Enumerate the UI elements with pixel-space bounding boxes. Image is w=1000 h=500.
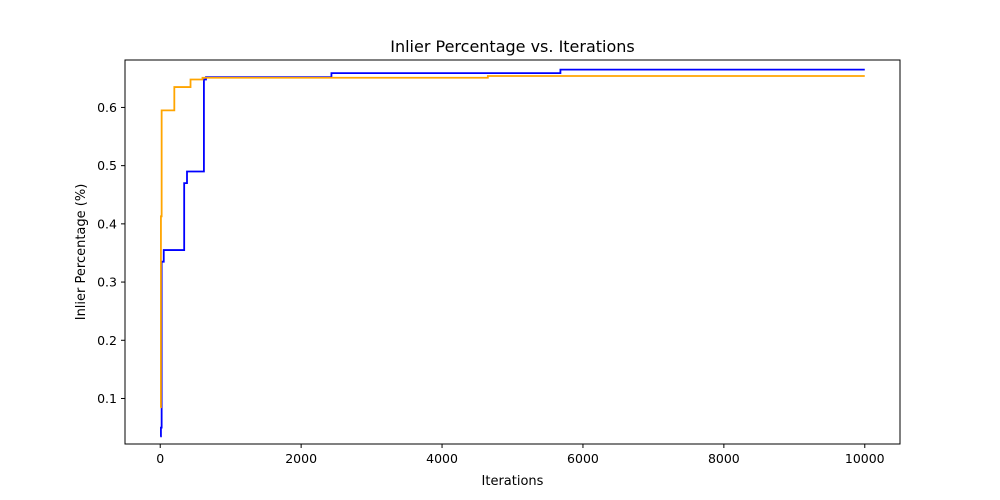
y-tick-label: 0.6 bbox=[97, 100, 117, 115]
x-tick-label: 8000 bbox=[708, 451, 740, 466]
series-line-2 bbox=[160, 75, 865, 409]
x-axis-label: Iterations bbox=[482, 474, 544, 489]
x-tick-label: 2000 bbox=[285, 451, 317, 466]
y-axis-label: Inlier Percentage (%) bbox=[74, 184, 89, 321]
x-tick-label: 10000 bbox=[845, 451, 885, 466]
y-tick-label: 0.2 bbox=[97, 333, 117, 348]
x-axis: 0 2000 4000 6000 8000 10000 bbox=[156, 444, 885, 466]
series-line-1 bbox=[160, 68, 865, 438]
y-tick-label: 0.5 bbox=[97, 158, 117, 173]
plot-frame bbox=[124, 59, 901, 445]
y-tick-label: 0.1 bbox=[97, 391, 117, 406]
x-tick-label: 0 bbox=[156, 451, 164, 466]
y-tick-label: 0.4 bbox=[97, 216, 117, 231]
y-axis: 0.1 0.2 0.3 0.4 0.5 0.6 bbox=[97, 100, 125, 406]
x-tick-label: 6000 bbox=[567, 451, 599, 466]
y-tick-label: 0.3 bbox=[97, 275, 117, 290]
x-tick-label: 4000 bbox=[426, 451, 458, 466]
chart-title: Inlier Percentage vs. Iterations bbox=[390, 37, 635, 56]
plot-series-group bbox=[160, 68, 865, 438]
